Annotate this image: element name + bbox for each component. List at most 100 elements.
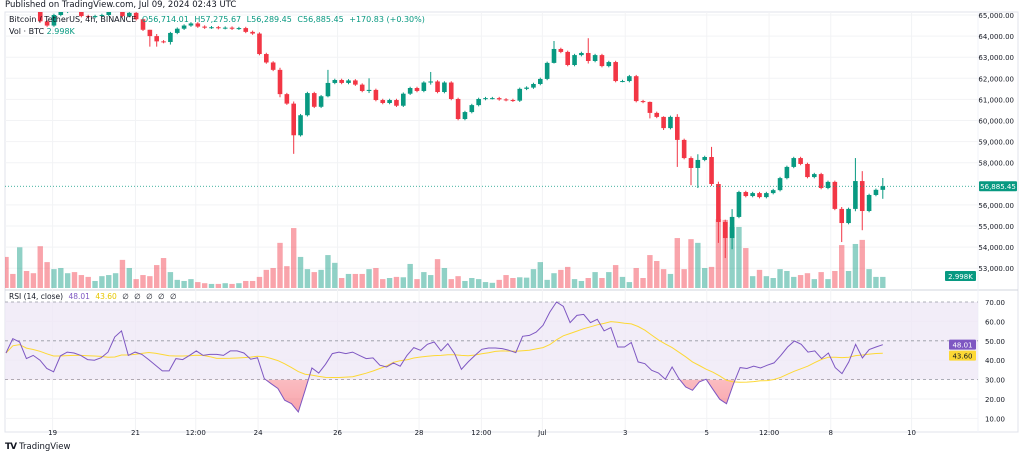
chart-border: [4, 11, 1019, 433]
time-axis-label: Jul: [537, 429, 547, 437]
volume-bar: [249, 280, 256, 288]
volume-bar: [78, 275, 85, 288]
last-volume-tag: [945, 271, 976, 281]
candle-body: [243, 28, 249, 32]
volume-bar: [345, 273, 352, 288]
empty-value: ∅: [169, 292, 177, 301]
volume-bar: [92, 280, 98, 288]
volume-bar: [441, 268, 448, 288]
candle-body: [442, 82, 447, 93]
candle-body: [770, 190, 776, 194]
candle-body: [140, 19, 146, 30]
time-axis-label: 3: [623, 429, 627, 437]
candle-body: [448, 82, 454, 99]
price-axis-label: 54,000.00: [978, 244, 1014, 252]
volume-bar: [5, 256, 9, 288]
candle-body: [414, 88, 420, 91]
candle-body: [428, 81, 433, 83]
volume-bar: [37, 246, 43, 288]
volume-bar: [791, 276, 797, 288]
volume-bar: [304, 269, 311, 288]
candle-body: [654, 112, 660, 117]
rsi-axis-label: 50.00: [985, 338, 1005, 346]
volume-bar: [880, 276, 886, 288]
volume-bar: [373, 268, 379, 288]
candle-body: [168, 32, 173, 43]
volume-bar: [578, 280, 585, 288]
time-axis-label: 24: [254, 429, 263, 437]
rsi-legend: RSI (14, close) 48.01 43.60 ∅ ∅ ∅ ∅ ∅: [9, 292, 180, 301]
rsi-label[interactable]: RSI (14, close): [9, 292, 64, 301]
candle-body: [85, 16, 91, 18]
candle-body: [305, 93, 310, 116]
volume-bar: [448, 279, 454, 288]
ohlc-close: C56,885.45: [297, 15, 344, 24]
candle-body: [37, 12, 43, 22]
candle-body: [133, 12, 139, 20]
candle-body: [462, 112, 468, 120]
candle-body: [572, 55, 577, 66]
candle-body: [668, 116, 673, 129]
candle-body: [716, 184, 721, 222]
rsi-value-label: 48.01: [952, 342, 972, 350]
tradingview-logo[interactable]: 𝗧𝗩 TradingView: [5, 442, 70, 452]
candle-body: [455, 98, 461, 120]
volume-bar: [325, 255, 331, 288]
candle-body: [729, 216, 735, 239]
volume-bar: [284, 266, 290, 288]
volume-bar: [523, 277, 530, 288]
time-axis-label: 12:00: [759, 429, 779, 437]
volume-bar: [667, 273, 674, 288]
volume-bar: [311, 272, 317, 288]
volume-bar: [85, 276, 91, 288]
time-axis-label: 12:00: [186, 429, 206, 437]
candle-body: [743, 192, 749, 197]
candle-body: [859, 181, 865, 212]
price-axis-label: 58,000.00: [978, 160, 1014, 168]
candle-body: [538, 78, 543, 84]
volume-bar: [749, 276, 756, 288]
symbol-title[interactable]: Bitcoin / TetherUS, 4h, BINANCE: [9, 15, 137, 24]
volume-bar: [681, 269, 687, 288]
candle-body: [174, 28, 180, 33]
ohlc-high: H57,275.67: [194, 15, 242, 24]
axes: 65,000.00 64,000.00 63,000.00 62,000.00 61,0…: [48, 12, 1017, 437]
candle-body: [709, 157, 714, 185]
volume-bar: [291, 228, 297, 288]
candle-body: [188, 23, 194, 26]
candle-body: [620, 81, 625, 83]
candle-body: [853, 181, 858, 209]
candle-body: [339, 79, 344, 83]
price-axis-label: 56,000.00: [978, 202, 1014, 210]
candle-body: [202, 26, 207, 28]
volume-bar: [544, 279, 550, 288]
candle-body: [209, 27, 214, 29]
volume-bar: [400, 277, 406, 288]
candle-body: [736, 192, 742, 217]
candle-body: [777, 178, 783, 191]
volume-label[interactable]: Vol · BTC: [9, 27, 45, 36]
volume-bar: [845, 270, 852, 288]
rsi-oversold-fill: [265, 379, 736, 412]
candle-body: [469, 105, 475, 113]
volume-bar: [64, 273, 71, 288]
candle-body: [661, 116, 666, 129]
rsi-axis-label: 30.00: [985, 377, 1005, 385]
volume-bar: [332, 262, 338, 288]
volume-bar: [811, 279, 817, 288]
ohlc-open: O56,714.01: [141, 15, 189, 24]
volume-bar: [428, 275, 434, 288]
candle-body: [798, 158, 803, 164]
volume-bar: [489, 282, 496, 288]
volume-bar: [462, 280, 468, 288]
candle-body: [359, 84, 365, 91]
candlesticks: [5, 12, 975, 259]
volume-bar: [839, 245, 845, 288]
candle-body: [476, 98, 481, 106]
candle-body: [757, 193, 762, 198]
candle-body: [565, 51, 570, 66]
volume-bar: [51, 269, 57, 288]
volume-bar: [147, 276, 153, 288]
volume-bar: [654, 260, 660, 288]
